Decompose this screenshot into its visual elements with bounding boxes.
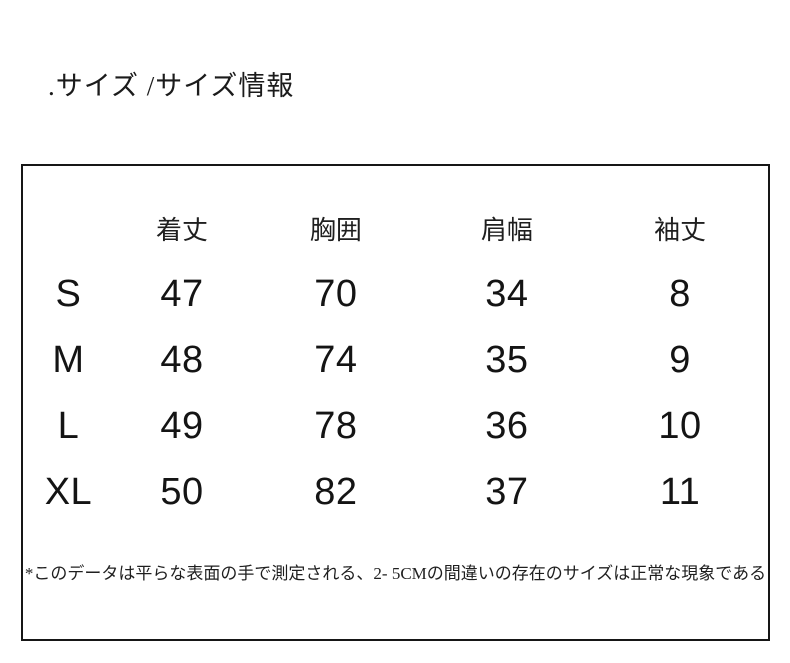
measurement-value: 49 [160,404,204,447]
table-row-l: L 49 78 36 10 [23,393,768,459]
size-label: XL [44,470,93,513]
table-row-xl: XL 50 82 37 11 [23,459,768,525]
measurement-disclaimer: *このデータは平らな表面の手で測定される、2- 5CMの間違いの存在のサイズは正… [24,564,767,583]
column-header-chest: 胸囲 [309,215,362,245]
page-title: .サイズ /サイズ情報 [48,71,295,101]
measurement-value: 9 [669,338,691,381]
column-header-size [23,195,114,261]
measurement-value: 37 [485,470,529,513]
measurement-value: 35 [485,338,529,381]
measurement-value: 74 [314,338,358,381]
measurement-value: 10 [658,404,702,447]
measurement-value: 11 [659,470,701,513]
size-label: S [55,272,82,315]
table-row-m: M 48 74 35 9 [23,327,768,393]
measurement-value: 70 [314,272,358,315]
measurement-value: 47 [160,272,204,315]
measurement-value: 48 [160,338,204,381]
measurement-value: 50 [160,470,204,513]
table-row-s: S 47 70 34 8 [23,261,768,327]
measurement-value: 8 [669,272,691,315]
column-header-sleeve: 袖丈 [654,215,707,245]
measurement-value: 78 [314,404,358,447]
size-table-header-row: 着丈 胸囲 肩幅 袖丈 [23,195,768,261]
column-header-shoulder: 肩幅 [480,215,533,245]
size-table: 着丈 胸囲 肩幅 袖丈 S 47 70 34 8 M 48 74 35 9 [23,195,768,525]
size-label: M [52,338,85,381]
measurement-value: 34 [485,272,529,315]
measurement-value: 82 [314,470,358,513]
size-label: L [57,404,80,447]
measurement-value: 36 [485,404,529,447]
column-header-length: 着丈 [156,215,209,245]
size-chart-box: 着丈 胸囲 肩幅 袖丈 S 47 70 34 8 M 48 74 35 9 [21,164,770,641]
